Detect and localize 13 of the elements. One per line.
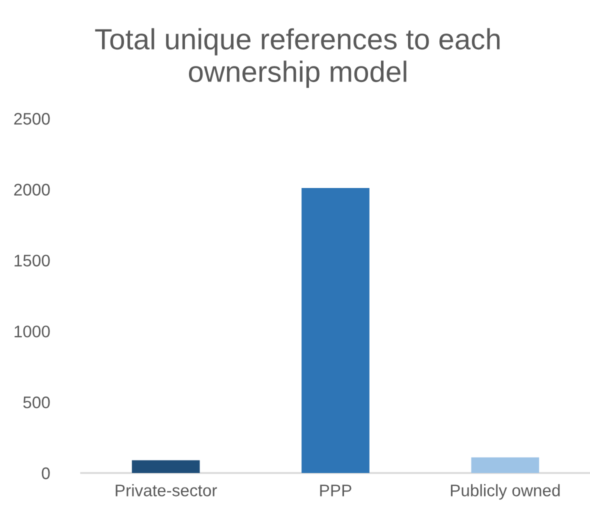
y-tick-label: 2500 <box>14 112 50 125</box>
y-tick-label: 1500 <box>14 254 50 267</box>
x-tick-label: Private-sector <box>116 484 217 496</box>
y-tick-label: 2000 <box>14 184 50 196</box>
chart-title: Total unique references to each ownership model <box>95 28 500 88</box>
x-tick-label: Publicly owned <box>450 484 560 500</box>
bar <box>471 457 540 473</box>
bar <box>302 188 370 473</box>
y-tick-label: 500 <box>23 396 50 408</box>
bar <box>132 460 200 473</box>
y-tick-label: 1000 <box>14 326 50 338</box>
x-tick-label: PPP <box>320 484 352 496</box>
y-tick-label: 0 <box>42 467 50 480</box>
